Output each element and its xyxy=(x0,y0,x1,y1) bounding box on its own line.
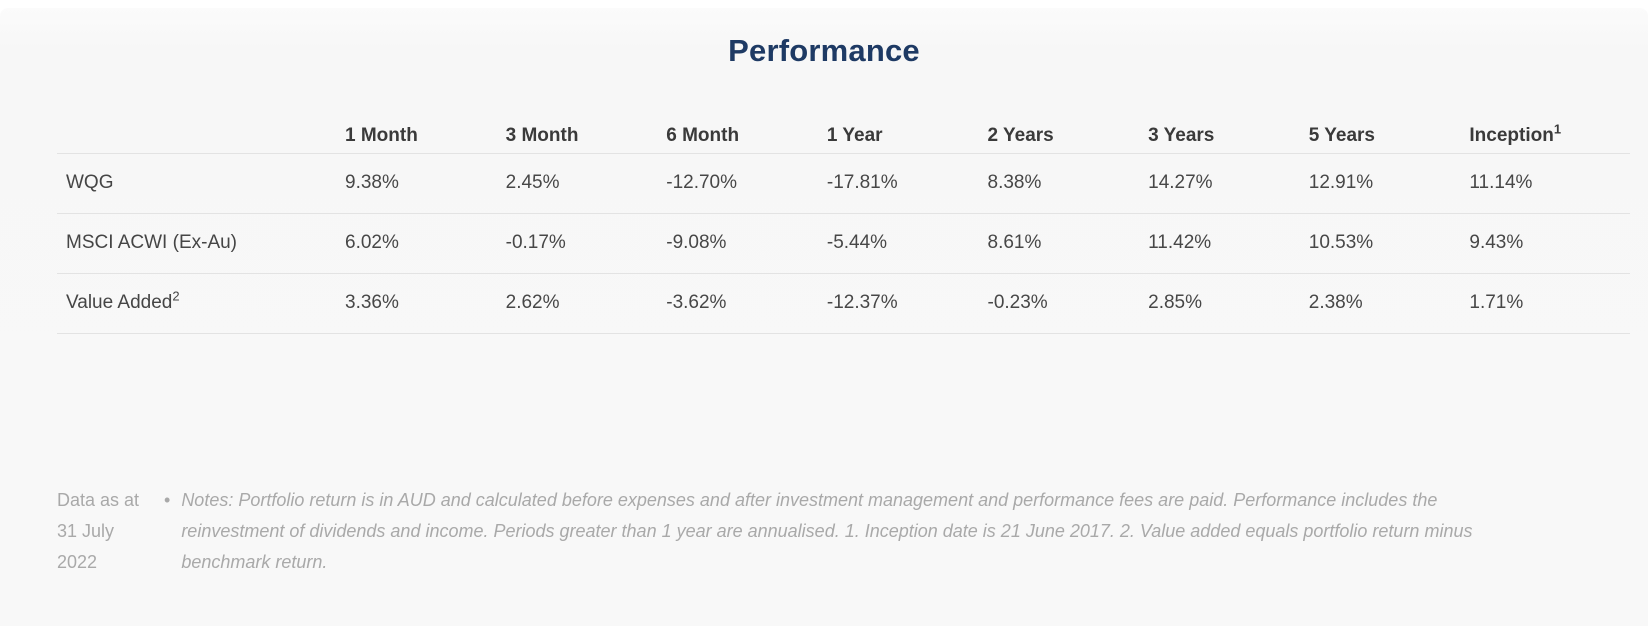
column-header-5-years: 5 Years xyxy=(1308,98,1470,154)
cell: -0.17% xyxy=(505,213,667,274)
performance-table: 1 Month 3 Month 6 Month 1 Year 2 Years 3… xyxy=(57,98,1630,334)
column-header-inception: Inception1 xyxy=(1469,98,1630,154)
cell: 2.45% xyxy=(505,153,667,214)
factsheet-panel: Performance 1 Month 3 Month 6 Month 1 Ye… xyxy=(0,8,1648,626)
superscript: 2 xyxy=(172,288,180,304)
column-header-3-month: 3 Month xyxy=(505,98,667,154)
column-header-1-month: 1 Month xyxy=(345,98,506,154)
column-header-1-year: 1 Year xyxy=(826,98,988,154)
cell: -5.44% xyxy=(826,213,988,274)
cell: 2.38% xyxy=(1308,273,1470,334)
cell: -12.37% xyxy=(826,273,988,334)
table-row-wqg: WQG 9.38% 2.45% -12.70% -17.81% 8.38% 14… xyxy=(57,153,1630,214)
column-header-6-month: 6 Month xyxy=(666,98,827,154)
cell: 11.14% xyxy=(1469,153,1630,214)
bullet-icon: • xyxy=(164,490,171,510)
column-header-3-years: 3 Years xyxy=(1148,98,1309,154)
cell: 1.71% xyxy=(1469,273,1630,334)
notes-text: Notes: Portfolio return is in AUD and ca… xyxy=(181,490,1473,572)
cell: 8.61% xyxy=(987,213,1149,274)
header-spacer xyxy=(57,98,345,154)
cell: 6.02% xyxy=(345,213,506,274)
cell: -9.08% xyxy=(666,213,827,274)
cell: 11.42% xyxy=(1148,213,1309,274)
cell: 3.36% xyxy=(345,273,506,334)
table-row-value-added: Value Added2 3.36% 2.62% -3.62% -12.37% … xyxy=(57,273,1630,334)
notes: • Notes: Portfolio return is in AUD and … xyxy=(164,485,1537,578)
superscript: 1 xyxy=(1553,121,1562,137)
row-label-value-added: Value Added2 xyxy=(57,273,345,334)
cell: 9.38% xyxy=(345,153,506,214)
footer: Data as at 31 July 2022 • Notes: Portfol… xyxy=(57,485,1537,578)
table-row-msci-acwi: MSCI ACWI (Ex-Au) 6.02% -0.17% -9.08% -5… xyxy=(57,213,1630,274)
cell: 10.53% xyxy=(1308,213,1470,274)
row-label-msci-acwi: MSCI ACWI (Ex-Au) xyxy=(57,213,345,274)
cell: 8.38% xyxy=(987,153,1149,214)
cell: 14.27% xyxy=(1148,153,1309,214)
page-title: Performance xyxy=(728,33,920,68)
cell: -3.62% xyxy=(666,273,827,334)
header-row: 1 Month 3 Month 6 Month 1 Year 2 Years 3… xyxy=(57,98,1630,154)
cell: 12.91% xyxy=(1308,153,1470,214)
data-as-at-date: Data as at 31 July 2022 xyxy=(57,490,140,572)
cell: 9.43% xyxy=(1469,213,1630,274)
cell: 2.85% xyxy=(1148,273,1309,334)
column-header-2-years: 2 Years xyxy=(987,98,1149,154)
cell: 2.62% xyxy=(505,273,667,334)
cell: -17.81% xyxy=(826,153,988,214)
row-label-wqg: WQG xyxy=(57,153,345,214)
cell: -12.70% xyxy=(666,153,827,214)
cell: -0.23% xyxy=(987,273,1149,334)
